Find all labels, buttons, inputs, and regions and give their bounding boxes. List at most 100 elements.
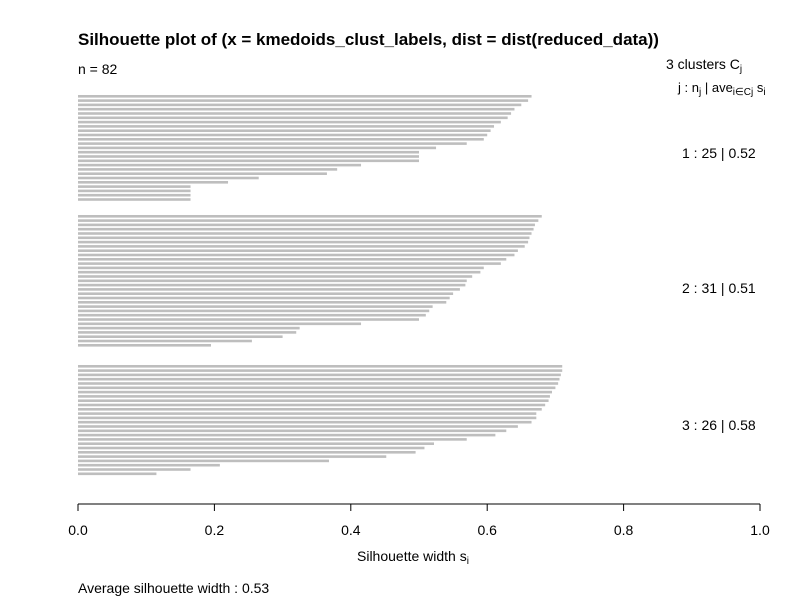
silhouette-bar-c2-6 (78, 236, 530, 240)
silhouette-bar-c3-8 (78, 395, 550, 398)
silhouette-bar-c2-30 (78, 339, 252, 343)
silhouette-bar-c1-21 (78, 181, 229, 184)
silhouette-bar-c2-5 (78, 232, 532, 235)
silhouette-bar-c1-1 (78, 95, 532, 98)
silhouette-bar-c2-27 (78, 326, 300, 330)
x-tick-label-0: 0.0 (68, 522, 88, 538)
silhouette-bar-c2-19 (78, 292, 454, 295)
silhouette-bar-c2-26 (78, 322, 362, 326)
silhouette-bar-c1-7 (78, 120, 501, 124)
silhouette-bar-c2-22 (78, 305, 433, 308)
silhouette-bar-c2-20 (78, 296, 450, 300)
silhouette-bar-c3-25 (78, 468, 191, 471)
x-axis-label-text: Silhouette width s (357, 548, 467, 564)
silhouette-bar-c3-5 (78, 382, 559, 385)
clusters-header-text: 3 clusters C (666, 56, 740, 72)
silhouette-bar-c2-29 (78, 335, 283, 338)
silhouette-bar-c3-9 (78, 399, 549, 402)
silhouette-bar-c1-25 (78, 198, 191, 201)
silhouette-bar-c3-23 (78, 459, 329, 463)
x-tick-label-2: 0.4 (341, 522, 361, 538)
silhouette-bar-c1-6 (78, 116, 508, 120)
chart-title: Silhouette plot of (x = kmedoids_clust_l… (78, 30, 659, 49)
silhouette-bar-c3-15 (78, 425, 518, 428)
silhouette-bar-c2-13 (78, 266, 484, 270)
x-tick-label-5: 1.0 (750, 522, 770, 538)
silhouette-bar-c2-16 (78, 279, 467, 283)
silhouette-bar-c1-23 (78, 189, 191, 193)
columns-header: j : nj | avei∈Cj si (678, 80, 766, 98)
silhouette-bar-c1-4 (78, 107, 515, 111)
silhouette-bar-c1-20 (78, 176, 259, 180)
silhouette-bar-c3-1 (78, 365, 563, 368)
silhouette-bar-c2-7 (78, 240, 529, 244)
silhouette-bar-c1-14 (78, 150, 419, 154)
silhouette-bar-c2-11 (78, 258, 507, 261)
columns-header-n: n (691, 80, 699, 95)
silhouette-bar-c2-3 (78, 223, 535, 227)
silhouette-bar-c2-2 (78, 219, 539, 222)
cluster-2-label: 2 : 31 | 0.51 (682, 280, 756, 296)
silhouette-bar-c2-28 (78, 331, 297, 334)
silhouette-bar-c2-18 (78, 288, 460, 291)
silhouette-bar-c1-10 (78, 133, 488, 137)
silhouette-bar-c1-17 (78, 163, 362, 167)
silhouette-bar-c3-3 (78, 373, 561, 377)
silhouette-bar-c2-21 (78, 301, 447, 304)
cluster-1-label: 1 : 25 | 0.52 (682, 145, 756, 161)
silhouette-bar-c3-2 (78, 369, 563, 372)
silhouette-bar-c2-9 (78, 249, 518, 252)
silhouette-bar-c3-12 (78, 412, 537, 415)
silhouette-bar-c3-24 (78, 463, 220, 467)
columns-header-s: s (756, 80, 764, 95)
silhouette-bar-c2-23 (78, 309, 430, 313)
silhouette-bar-c1-12 (78, 142, 467, 145)
silhouette-bar-c1-2 (78, 99, 529, 102)
silhouette-bar-c2-15 (78, 275, 473, 278)
silhouette-bar-c3-18 (78, 438, 467, 441)
silhouette-bar-c1-5 (78, 112, 512, 115)
silhouette-bar-c3-4 (78, 377, 560, 381)
silhouette-bar-c1-19 (78, 172, 327, 175)
silhouette-bar-c2-1 (78, 215, 542, 218)
silhouette-bar-c2-10 (78, 253, 515, 257)
silhouette-bar-c3-10 (78, 403, 546, 407)
sample-count: n = 82 (78, 61, 118, 77)
silhouette-bar-c3-13 (78, 416, 537, 420)
silhouette-bar-c1-3 (78, 103, 522, 107)
cluster-3-label: 3 : 26 | 0.58 (682, 417, 756, 433)
x-tick-label-3: 0.6 (477, 522, 497, 538)
silhouette-bar-c2-25 (78, 318, 419, 321)
silhouette-bar-c2-14 (78, 270, 481, 274)
columns-header-ave: | ave (704, 80, 733, 95)
x-axis-label-sub: i (466, 556, 469, 567)
columns-header-ave-sub: i∈Cj (732, 87, 754, 98)
x-tick-label-1: 0.2 (205, 522, 225, 538)
average-silhouette-width: Average silhouette width : 0.53 (78, 580, 270, 596)
silhouette-bar-c1-24 (78, 193, 191, 197)
silhouette-bar-c3-14 (78, 420, 532, 424)
silhouette-bar-c3-16 (78, 429, 507, 433)
silhouette-bar-c2-12 (78, 262, 501, 265)
silhouette-bar-c1-22 (78, 185, 191, 188)
silhouette-bar-c3-20 (78, 446, 425, 450)
silhouette-bar-c3-6 (78, 386, 556, 390)
columns-header-j: j : (678, 80, 689, 95)
silhouette-bar-c2-4 (78, 227, 534, 231)
silhouette-bar-c3-17 (78, 433, 496, 437)
silhouette-bar-c1-8 (78, 125, 495, 128)
clusters-header-sub: j (739, 64, 743, 75)
x-axis-label: Silhouette width si (357, 548, 469, 567)
silhouette-bar-c2-31 (78, 344, 211, 347)
silhouette-bar-c3-11 (78, 408, 542, 411)
silhouette-bar-c3-21 (78, 451, 416, 454)
silhouette-bar-c3-19 (78, 442, 435, 445)
silhouette-bar-c1-16 (78, 159, 419, 163)
silhouette-bar-c1-9 (78, 129, 491, 132)
silhouette-bar-c3-22 (78, 455, 387, 458)
silhouette-bar-c2-8 (78, 245, 525, 248)
silhouette-bar-c3-7 (78, 390, 552, 394)
silhouette-bar-c3-26 (78, 472, 157, 476)
silhouette-bar-c1-15 (78, 155, 419, 158)
